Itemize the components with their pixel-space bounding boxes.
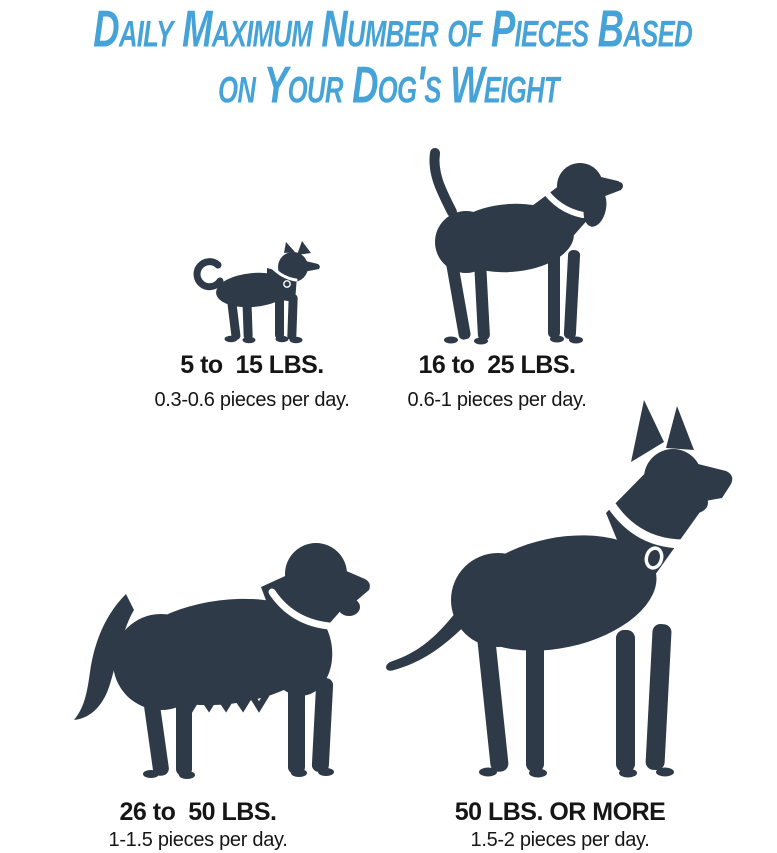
collar-band: [540, 185, 586, 218]
golden-retriever-dog-icon: [74, 543, 370, 779]
weight-label-large: 26 to 50 LBS.: [119, 798, 277, 826]
pointed-ear: [631, 400, 664, 462]
belly-fur: [181, 688, 270, 713]
beagle-dog-icon: [429, 148, 623, 345]
collar-band: [607, 501, 689, 549]
pointed-ear: [666, 406, 694, 450]
pieces-label-small: 0.3-0.6 pieces per day.: [154, 389, 350, 411]
weight-label-medium: 16 to 25 LBS.: [418, 351, 576, 379]
curled-tail: [193, 258, 224, 291]
great-dane-dog-icon: [386, 400, 733, 778]
collar-band: [269, 264, 298, 282]
floppy-ear: [583, 189, 607, 227]
weight-label-small: 5 to 15 LBS.: [180, 351, 324, 379]
page-title-line2: on Your Dog's Weight: [218, 57, 560, 115]
page-title-line1: Daily Maximum Number of Pieces Based: [93, 0, 693, 59]
floppy-ear: [285, 571, 313, 613]
bushy-tail: [74, 594, 134, 720]
raised-tail: [429, 148, 457, 217]
collar-tag: [644, 546, 664, 570]
pieces-label-xlarge: 1.5-2 pieces per day.: [470, 829, 650, 851]
pieces-label-large: 1-1.5 pieces per day.: [108, 829, 288, 851]
pieces-label-medium: 0.6-1 pieces per day.: [407, 389, 587, 411]
weight-label-xlarge: 50 LBS. OR MORE: [454, 798, 666, 826]
collar-band: [268, 588, 333, 630]
page-title: Daily Maximum Number of Pieces Based on …: [93, 0, 693, 115]
collar-tag: [283, 280, 291, 288]
chihuahua-dog-icon: [193, 241, 320, 344]
